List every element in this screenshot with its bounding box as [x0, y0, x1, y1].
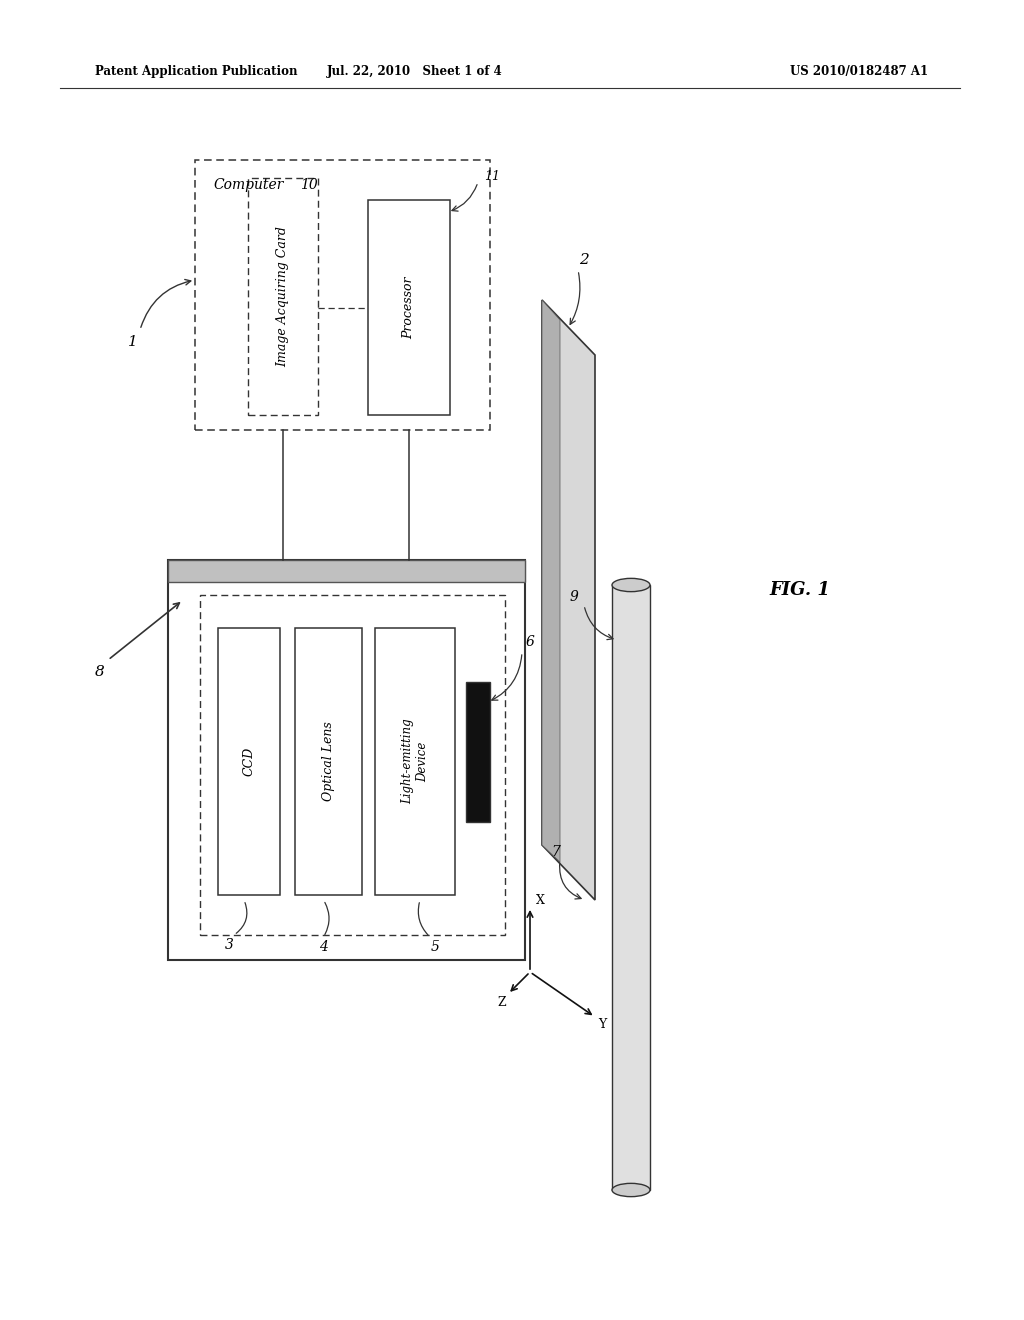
Text: 3: 3 [224, 939, 233, 952]
Text: 1: 1 [128, 335, 138, 348]
Text: Image Acquiring Card: Image Acquiring Card [276, 226, 290, 367]
Polygon shape [542, 300, 595, 900]
Bar [218, 628, 280, 895]
Text: Patent Application Publication: Patent Application Publication [95, 66, 298, 78]
Text: US 2010/0182487 A1: US 2010/0182487 A1 [790, 66, 928, 78]
Text: Optical Lens: Optical Lens [322, 722, 335, 801]
Bar [612, 585, 650, 1191]
Text: 11: 11 [484, 169, 500, 182]
Text: Z: Z [498, 995, 506, 1008]
Bar [368, 201, 450, 414]
Text: X: X [536, 894, 545, 907]
Polygon shape [168, 560, 525, 582]
Polygon shape [542, 300, 560, 862]
Text: 9: 9 [569, 590, 579, 605]
Text: 4: 4 [319, 940, 328, 954]
Text: 7: 7 [552, 845, 560, 859]
Text: 8: 8 [95, 665, 104, 678]
Text: 5: 5 [430, 940, 439, 954]
Text: 2: 2 [580, 253, 589, 267]
Text: Jul. 22, 2010   Sheet 1 of 4: Jul. 22, 2010 Sheet 1 of 4 [327, 66, 503, 78]
Bar [248, 178, 318, 414]
Bar [200, 595, 505, 935]
Text: 6: 6 [525, 635, 535, 649]
Bar [168, 560, 525, 960]
Bar [195, 160, 490, 430]
Text: 10: 10 [300, 178, 317, 191]
Text: Computer: Computer [213, 178, 284, 191]
Bar [466, 682, 490, 822]
Text: CCD: CCD [243, 747, 256, 776]
Text: Processor: Processor [402, 276, 416, 339]
Bar [375, 628, 455, 895]
Bar [295, 628, 362, 895]
Text: Y: Y [598, 1018, 606, 1031]
Ellipse shape [612, 1183, 650, 1197]
Ellipse shape [612, 578, 650, 591]
Text: FIG. 1: FIG. 1 [770, 581, 830, 599]
Text: Light-emitting
Device: Light-emitting Device [401, 718, 429, 804]
